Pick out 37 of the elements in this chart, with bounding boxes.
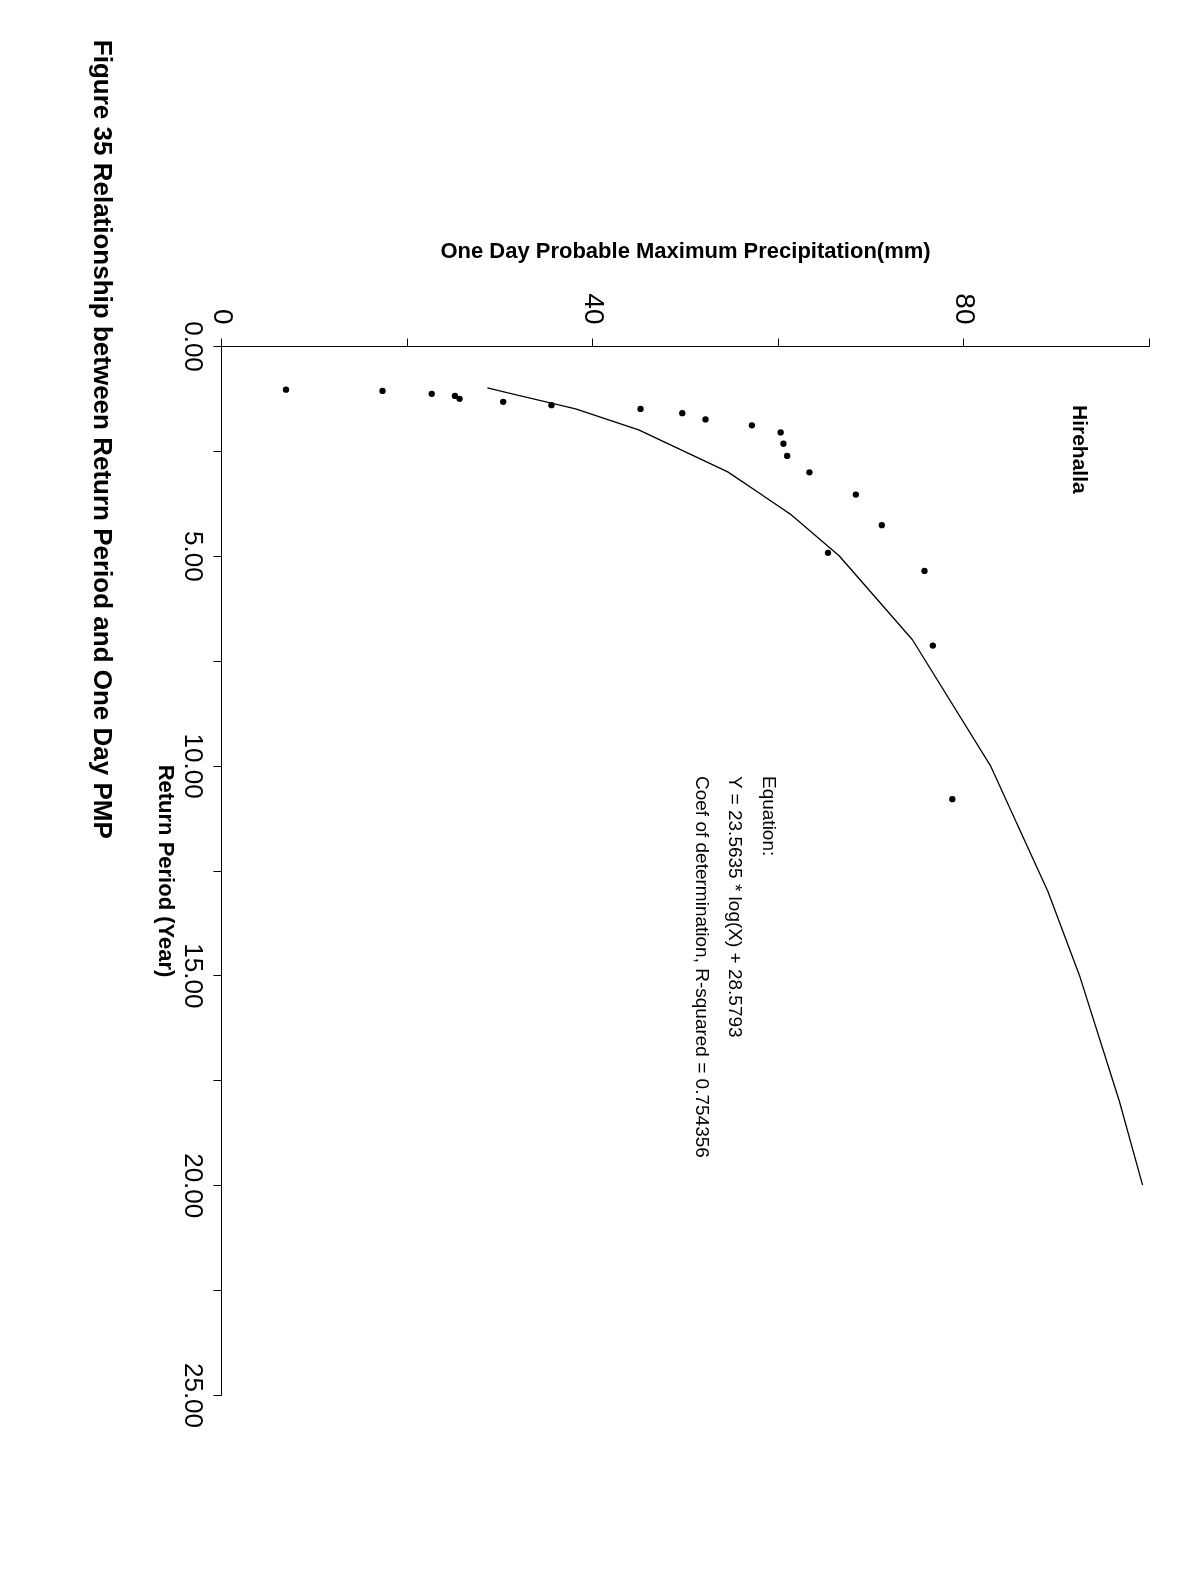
x-tick-label: 0 xyxy=(207,308,239,325)
y-tick-label: 5.00 xyxy=(178,531,209,582)
point xyxy=(777,429,784,436)
point xyxy=(824,549,832,557)
point xyxy=(379,387,386,395)
point xyxy=(929,642,936,649)
x-tick-label: 40 xyxy=(578,293,610,325)
point xyxy=(282,386,290,393)
x-tick-label: 80 xyxy=(949,293,981,325)
point xyxy=(637,405,644,413)
y-tick-label: 25.00 xyxy=(178,1362,209,1429)
point xyxy=(806,469,813,476)
y-tick-label: 20.00 xyxy=(178,1153,209,1219)
point xyxy=(852,491,859,498)
point xyxy=(451,392,459,400)
point xyxy=(921,567,928,575)
y-tick-label: 0.00 xyxy=(178,321,209,372)
point xyxy=(428,390,435,397)
point xyxy=(949,796,956,803)
point xyxy=(784,452,791,460)
y-axis-title: Return Period (Year) xyxy=(153,764,179,978)
x-axis-title: One Day Probable Maximum Precipitation(mm) xyxy=(440,238,931,264)
point xyxy=(878,522,885,529)
annotation: Coef of determination, R-squared = 0.754356 xyxy=(692,776,713,1158)
annotation: Equation: xyxy=(759,776,780,857)
annotation: Hirehalla xyxy=(1069,405,1092,495)
y-tick-label: 15.00 xyxy=(178,943,209,1009)
y-tick-label: 10.00 xyxy=(178,733,209,799)
point xyxy=(679,409,686,417)
text: Figure 35 Relationship between Return Period and One Day PMP xyxy=(88,39,118,839)
point xyxy=(780,440,787,447)
point xyxy=(702,416,709,423)
annotation: Y = 23.5635 * log(X) + 28.5793 xyxy=(725,776,746,1038)
point xyxy=(748,422,756,429)
point xyxy=(500,398,507,405)
line-series xyxy=(486,387,1144,1186)
point xyxy=(456,395,463,403)
